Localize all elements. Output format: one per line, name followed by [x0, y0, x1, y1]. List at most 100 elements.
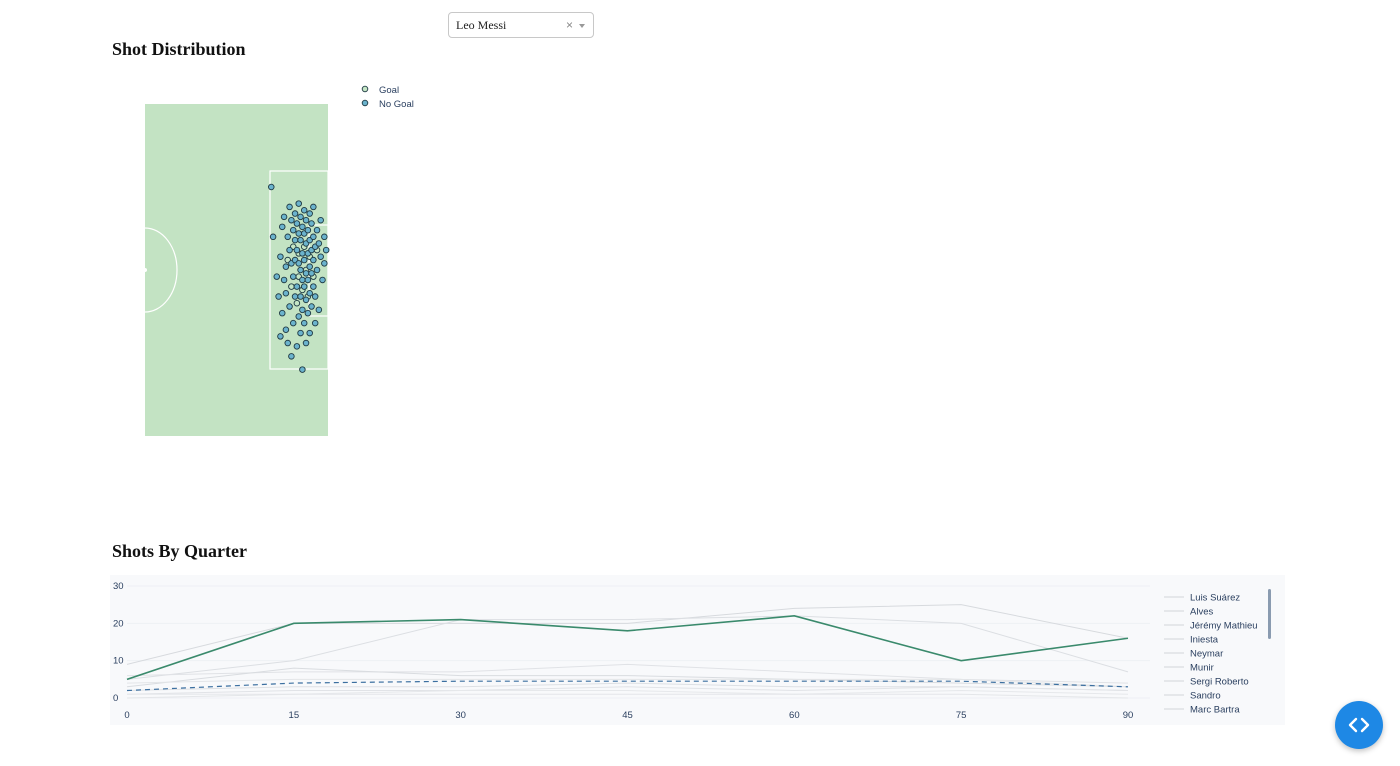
no-goal-shot-point: [306, 263, 313, 270]
no-goal-shot-point: [299, 366, 306, 373]
no-goal-shot-point: [284, 233, 291, 241]
legend-label: Munir: [1190, 663, 1214, 674]
no-goal-shot-point: [286, 246, 293, 254]
no-goal-shot-point: [295, 313, 302, 320]
no-goal-shot-point: [268, 183, 275, 191]
shots-by-quarter-chart: 0 10 20 30 0 15 30 45 60 75 90 Luis Suárez Alves Jé…: [110, 575, 1285, 725]
goal-shot-point: [288, 283, 295, 290]
no-goal-shots: [268, 183, 330, 373]
legend-item-no-goal[interactable]: No Goal: [361, 99, 414, 110]
plot-background: [110, 575, 1285, 725]
legend-marker: [361, 85, 369, 93]
legend-item-iniesta[interactable]: Iniesta: [1164, 635, 1219, 646]
legend-item-goal[interactable]: Goal: [361, 85, 399, 96]
no-goal-shot-point: [293, 220, 301, 227]
no-goal-shot-point: [297, 266, 304, 274]
no-goal-shot-point: [289, 226, 297, 234]
x-tick-label: 15: [289, 710, 300, 721]
legend-item-sandro[interactable]: Sandro: [1164, 691, 1221, 702]
player-select-value: Leo Messi: [456, 18, 507, 32]
series-line-leo-messi: [126, 615, 1129, 681]
no-goal-shot-point: [289, 319, 297, 327]
no-goal-shot-point: [311, 293, 319, 300]
no-goal-shot-point: [310, 203, 317, 211]
no-goal-shot-point: [293, 246, 301, 254]
no-goal-shot-point: [311, 319, 319, 327]
no-goal-shot-point: [302, 339, 310, 347]
no-goal-shot-point: [288, 216, 295, 224]
series-line-neymar: [126, 678, 1129, 688]
no-goal-shot-point: [291, 210, 299, 217]
goal-shot-point: [293, 299, 301, 307]
no-goal-shot-point: [322, 246, 330, 254]
series-line-alves: [126, 615, 1129, 680]
legend-item-neymar[interactable]: Neymar: [1164, 649, 1223, 660]
shot-distribution-chart: Goal No Goal: [143, 85, 414, 436]
no-goal-shot-point: [278, 223, 286, 231]
no-goal-shot-point: [313, 226, 321, 234]
series-line-marc-bartra: [126, 693, 1129, 699]
no-goal-shot-point: [275, 293, 282, 300]
no-goal-shot-point: [277, 253, 284, 260]
legend-label: No Goal: [379, 99, 414, 110]
legend-label: Jérémy Mathieu: [1190, 621, 1258, 632]
no-goal-shot-point: [306, 289, 313, 297]
no-goal-shot-point: [297, 236, 304, 244]
no-goal-shot-point: [297, 329, 304, 337]
legend-item-jérémy-mathieu[interactable]: Jérémy Mathieu: [1164, 621, 1258, 632]
no-goal-shot-point: [299, 306, 306, 314]
legend-label: Iniesta: [1190, 635, 1219, 646]
no-goal-shot-point: [280, 276, 288, 284]
no-goal-shot-point: [302, 270, 310, 277]
legend-label: Sergi Roberto: [1190, 677, 1249, 688]
no-goal-shot-point: [282, 263, 290, 270]
legend-item-alves[interactable]: Alves: [1164, 607, 1213, 618]
code-toggle-button[interactable]: [1335, 701, 1383, 749]
no-goal-shot-point: [313, 266, 321, 274]
chevron-down-icon[interactable]: [579, 24, 585, 28]
center-spot: [143, 268, 147, 272]
shots-by-quarter-title: Shots By Quarter: [112, 541, 247, 561]
no-goal-shot-point: [315, 306, 323, 314]
no-goal-shot-point: [310, 256, 317, 264]
no-goal-shot-point: [299, 276, 306, 284]
legend-item-sergi-roberto[interactable]: Sergi Roberto: [1164, 677, 1249, 688]
legend-label: Luis Suárez: [1190, 593, 1240, 604]
no-goal-shot-point: [304, 226, 312, 234]
no-goal-shot-point: [308, 303, 315, 310]
no-goal-shot-point: [319, 276, 326, 284]
no-goal-shot-point: [304, 276, 312, 284]
no-goal-shot-point: [315, 240, 323, 247]
code-brackets-icon: [1348, 717, 1370, 733]
x-tick-label: 30: [455, 710, 466, 721]
line-legend: Luis Suárez Alves Jérémy Mathieu Iniesta Ney…: [1164, 593, 1258, 716]
legend-label: Sandro: [1190, 691, 1221, 702]
no-goal-shot-point: [299, 250, 306, 257]
no-goal-shot-point: [300, 256, 308, 264]
y-ticks: 0 10 20 30: [113, 581, 124, 704]
player-select[interactable]: Leo Messi ×: [448, 12, 594, 38]
no-goal-shot-point: [295, 200, 302, 207]
no-goal-shot-point: [277, 333, 284, 340]
clear-icon[interactable]: ×: [565, 18, 573, 32]
legend-item-munir[interactable]: Munir: [1164, 663, 1214, 674]
no-goal-shot-point: [269, 233, 277, 241]
no-goal-shot-point: [293, 343, 301, 350]
legend-scrollbar[interactable]: [1268, 589, 1271, 639]
y-tick-label: 20: [113, 618, 124, 629]
no-goal-shot-point: [310, 233, 317, 241]
no-goal-shot-point: [317, 216, 324, 224]
legend-item-marc-bartra[interactable]: Marc Bartra: [1164, 705, 1240, 716]
no-goal-shot-point: [291, 293, 299, 300]
x-tick-label: 0: [124, 710, 129, 721]
x-tick-label: 75: [956, 710, 967, 721]
no-goal-shot-point: [295, 260, 302, 267]
legend-item-luis-suárez[interactable]: Luis Suárez: [1164, 593, 1240, 604]
no-goal-shot-point: [306, 329, 313, 337]
no-goal-shot-point: [273, 273, 281, 280]
no-goal-shot-point: [278, 309, 286, 317]
x-ticks: 0 15 30 45 60 75 90: [124, 710, 1133, 721]
series-lines: [126, 604, 1129, 699]
no-goal-shot-point: [286, 203, 293, 211]
y-tick-label: 30: [113, 581, 124, 592]
